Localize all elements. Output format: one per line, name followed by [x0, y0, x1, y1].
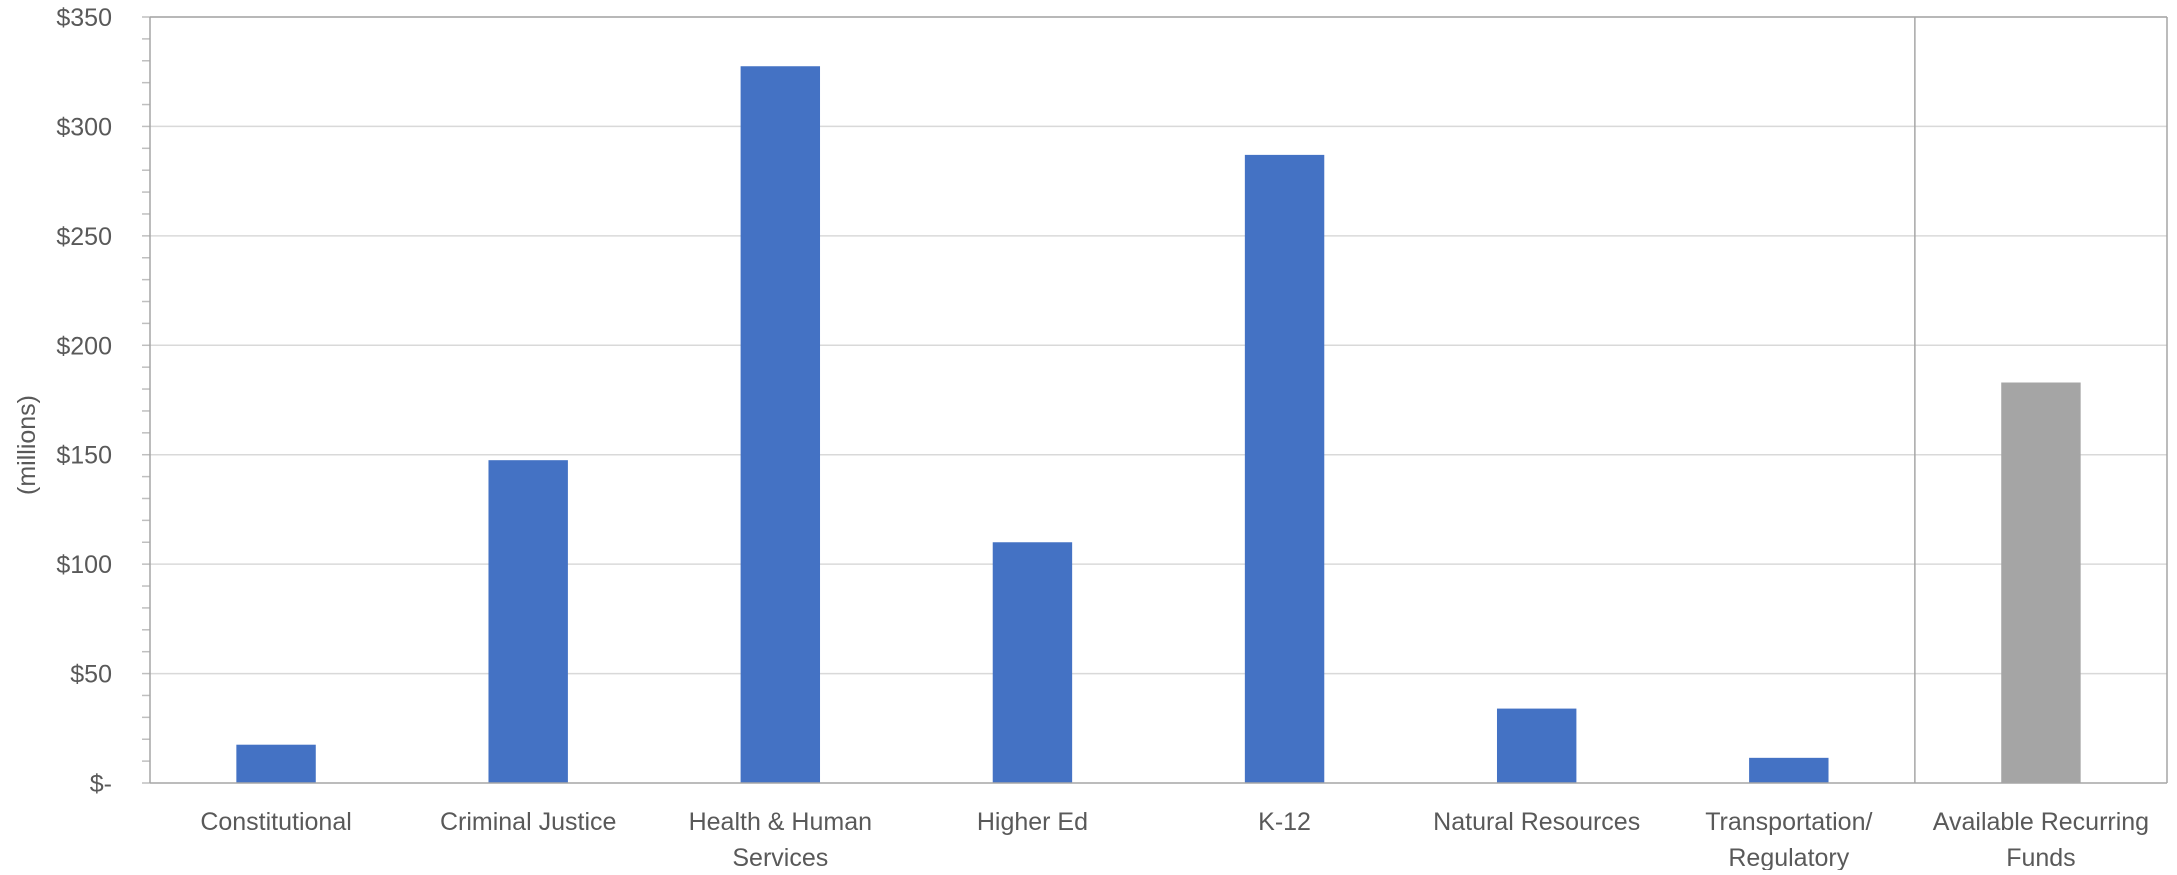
bar-6	[1749, 757, 1829, 783]
y-tick-label: $-	[90, 770, 112, 798]
x-tick-label: Services	[732, 844, 828, 870]
x-tick-label: Transportation/	[1705, 808, 1872, 836]
y-tick-label: $200	[56, 332, 112, 360]
axes	[142, 16, 2168, 784]
y-tick-label: $150	[56, 442, 112, 470]
y-tick-label: $50	[70, 661, 112, 689]
x-tick-label: Health & Human	[689, 808, 872, 836]
bar-2	[740, 66, 821, 783]
x-tick-label: Funds	[2006, 844, 2075, 870]
x-tick-label: Natural Resources	[1433, 808, 1640, 836]
x-tick-label: Available Recurring	[1933, 808, 2149, 836]
tick-labels: $- $50 $100 $150 $200 $250 $300 $350 Constitutio…	[56, 4, 2149, 872]
y-tick-label: $300	[56, 113, 112, 141]
x-tick-label: K-12	[1258, 808, 1311, 836]
x-tick-label: Constitutional	[200, 808, 351, 836]
x-tick-label: Higher Ed	[977, 808, 1088, 836]
y-axis-title: (millions)	[13, 395, 41, 495]
bar-7	[2001, 382, 2081, 783]
y-tick-label: $100	[56, 551, 112, 579]
bar-5	[1496, 708, 1577, 783]
bar-3	[992, 542, 1073, 783]
bars	[236, 66, 2081, 783]
y-tick-label: $350	[56, 4, 112, 32]
bar-1	[488, 460, 568, 783]
bar-0	[236, 744, 316, 783]
y-tick-label: $250	[56, 223, 112, 251]
bar-4	[1244, 154, 1325, 783]
x-tick-label: Criminal Justice	[440, 808, 616, 836]
gridlines	[150, 16, 2167, 675]
x-tick-label: Regulatory	[1728, 844, 1849, 870]
